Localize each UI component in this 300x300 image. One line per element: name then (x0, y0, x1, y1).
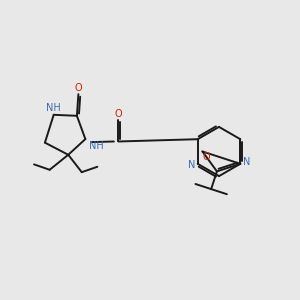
Text: NH: NH (89, 141, 104, 151)
Text: NH: NH (46, 103, 61, 113)
Text: O: O (75, 83, 82, 93)
Text: N: N (188, 160, 195, 170)
Text: O: O (115, 109, 122, 119)
Text: O: O (202, 152, 210, 162)
Text: N: N (243, 157, 250, 167)
